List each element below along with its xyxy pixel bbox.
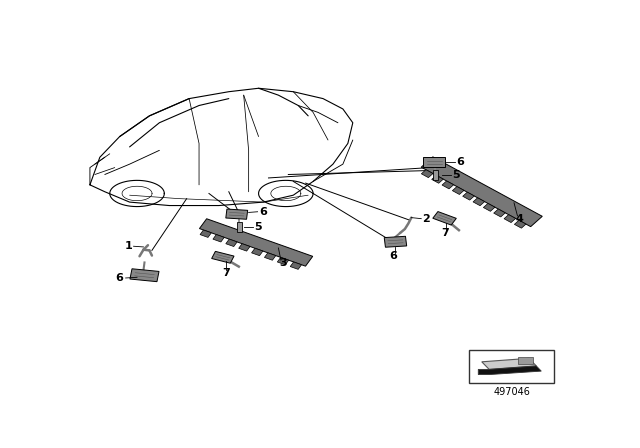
Polygon shape — [473, 198, 484, 206]
Polygon shape — [239, 244, 250, 251]
Text: 5: 5 — [253, 222, 261, 232]
Bar — [237, 222, 242, 232]
Polygon shape — [421, 170, 433, 177]
Polygon shape — [384, 236, 406, 247]
Polygon shape — [482, 358, 536, 370]
Polygon shape — [504, 215, 516, 223]
Text: 6: 6 — [259, 207, 267, 217]
Polygon shape — [515, 220, 526, 228]
Text: 6: 6 — [390, 251, 397, 261]
Polygon shape — [483, 203, 495, 211]
Polygon shape — [433, 211, 456, 225]
Polygon shape — [424, 157, 445, 167]
Text: 7: 7 — [223, 268, 230, 278]
Bar — [469, 350, 554, 383]
Text: 1: 1 — [124, 241, 132, 251]
Polygon shape — [277, 257, 289, 265]
Text: 497046: 497046 — [493, 388, 530, 397]
Bar — [433, 170, 438, 180]
Text: 4: 4 — [515, 214, 524, 224]
Text: 5: 5 — [452, 170, 460, 180]
Polygon shape — [290, 262, 301, 269]
Polygon shape — [212, 251, 234, 263]
Polygon shape — [252, 248, 263, 256]
Polygon shape — [442, 181, 454, 189]
Polygon shape — [452, 186, 464, 194]
Polygon shape — [200, 219, 313, 266]
Polygon shape — [432, 175, 444, 183]
Polygon shape — [264, 253, 276, 260]
Polygon shape — [421, 157, 542, 227]
Bar — [518, 358, 533, 364]
Polygon shape — [463, 192, 474, 200]
Polygon shape — [478, 366, 541, 375]
Text: 6: 6 — [456, 157, 465, 167]
Text: 3: 3 — [280, 258, 287, 268]
Polygon shape — [226, 239, 237, 246]
Polygon shape — [493, 209, 506, 217]
Text: 7: 7 — [442, 228, 449, 238]
Polygon shape — [200, 230, 211, 237]
Text: 2: 2 — [422, 214, 430, 224]
Text: 6: 6 — [116, 273, 124, 283]
Polygon shape — [130, 269, 159, 282]
Polygon shape — [226, 209, 248, 219]
Polygon shape — [213, 235, 224, 242]
